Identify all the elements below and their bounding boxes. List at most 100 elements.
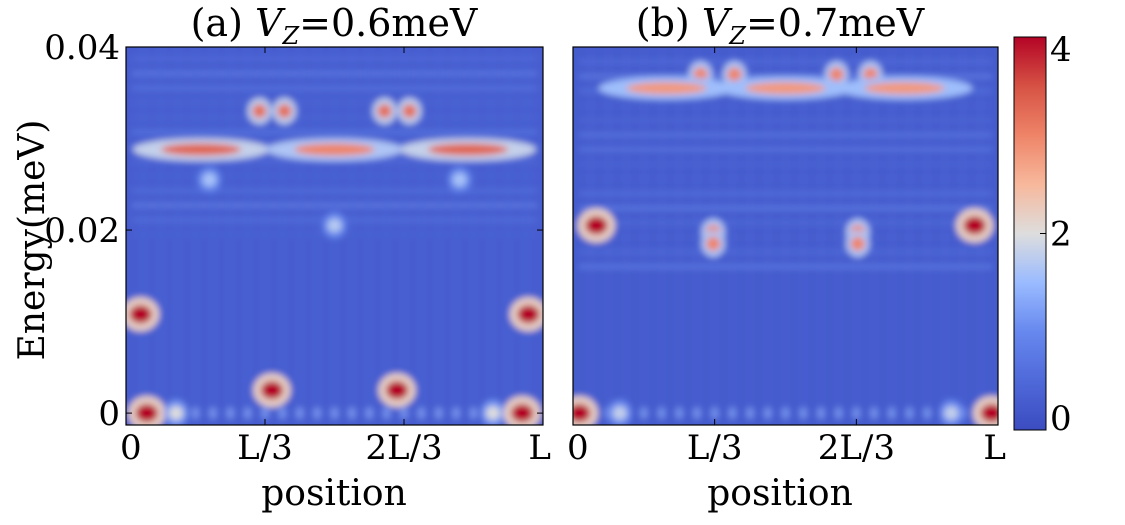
panel-b-heatmap [573, 47, 998, 425]
heatmap-blob [327, 218, 342, 233]
heatmap-spot [313, 407, 322, 420]
heatmap-streak [942, 47, 947, 425]
heatmap-spot [834, 407, 843, 420]
heatmap-blob [864, 82, 945, 95]
heatmap-streak [506, 47, 511, 425]
heatmap-streak [659, 47, 664, 425]
y-tick-label: 0.04 [44, 28, 120, 68]
heatmap-blob [252, 104, 267, 119]
heatmap-streak [765, 47, 770, 425]
heatmap-blob [963, 216, 986, 235]
heatmap-streak [471, 47, 476, 425]
heatmap-spot [763, 407, 772, 420]
panel-b-title: (b) VZ=0.7meV [636, 1, 925, 50]
heatmap-blob [402, 104, 417, 119]
heatmap-spot [639, 407, 648, 420]
heatmap-streak [454, 47, 459, 425]
heatmap-streak [818, 47, 823, 425]
heatmap-blob [452, 172, 467, 187]
heatmap-streak [158, 47, 163, 425]
heatmap-blob [585, 216, 608, 235]
heatmap-streak [436, 47, 441, 425]
heatmap-streak [488, 47, 493, 425]
heatmap-streak [280, 47, 285, 425]
heatmap-spot [434, 407, 443, 420]
heatmap-streak [349, 47, 354, 425]
heatmap-blob [294, 143, 375, 156]
heatmap-streak [748, 47, 753, 425]
x-tick-label: L/3 [237, 428, 293, 468]
heatmap-streak [694, 47, 699, 425]
panel-a-frame [125, 46, 544, 426]
heatmap-spot [657, 407, 666, 420]
heatmap-blob [517, 305, 540, 324]
panel-a-title: (a) VZ=0.6meV [191, 1, 478, 50]
heatmap-streak [523, 47, 528, 425]
heatmap-streak [176, 47, 181, 425]
heatmap-streak [402, 47, 406, 425]
heatmap-blob [427, 143, 508, 156]
heatmap-blob [135, 404, 158, 423]
panel-a-xlabel: position [261, 473, 407, 514]
heatmap-blob [850, 236, 865, 251]
colorbar-tick-label: 2 [1050, 215, 1072, 255]
colorbar-tick-label: 0 [1050, 399, 1072, 439]
heatmap-blob [745, 82, 826, 95]
heatmap-spot [469, 407, 478, 420]
y-tick-label: 0 [98, 394, 120, 434]
heatmap-streak [907, 47, 912, 425]
heatmap-spot [278, 407, 287, 420]
heatmap-blob [706, 236, 721, 251]
heatmap-blob [693, 67, 708, 82]
heatmap-streak [836, 47, 841, 425]
colorbar-gradient [1013, 36, 1047, 431]
heatmap-spot [243, 407, 252, 420]
heatmap-spot [816, 407, 825, 420]
x-tick-label: 2L/3 [818, 428, 895, 468]
panel-a-heatmap [126, 47, 543, 425]
heatmap-spot [887, 407, 896, 420]
heatmap-spot [781, 407, 790, 420]
heatmap-streak [193, 47, 198, 425]
heatmap-blob [944, 406, 959, 421]
heatmap-blob [980, 404, 998, 423]
heatmap-streak [730, 47, 735, 425]
heatmap-blob [129, 305, 152, 324]
heatmap-blob [386, 381, 409, 400]
heatmap-spot [208, 407, 217, 420]
heatmap-streak [419, 47, 424, 425]
heatmap-streak [872, 47, 877, 425]
heatmap-streak [263, 47, 267, 425]
heatmap-blob [161, 143, 242, 156]
y-axis-label: Energy(meV) [12, 120, 53, 361]
panel-b-frame [572, 46, 999, 426]
colorbar: 0 2 4 [1013, 30, 1072, 439]
heatmap-spot [852, 407, 861, 420]
x-tick-label: L [983, 428, 1006, 468]
panel-a: (a) VZ=0.6meV 0 L/3 2L/3 L 0 0.02 0.04 positio… [12, 1, 551, 514]
heatmap-spot [330, 407, 339, 420]
heatmap-spot [382, 407, 391, 420]
heatmap-spot [261, 407, 269, 420]
heatmap-blob [377, 104, 392, 119]
heatmap-blob [485, 406, 500, 421]
heatmap-spot [417, 407, 426, 420]
heatmap-spot [675, 407, 684, 420]
heatmap-streak [801, 47, 806, 425]
heatmap-streak [297, 47, 302, 425]
x-tick-label: L [528, 428, 551, 468]
heatmap-blob [863, 67, 878, 82]
heatmap-streak [210, 47, 215, 425]
heatmap-blob [626, 82, 707, 95]
heatmap-spot [452, 407, 461, 420]
heatmap-spot [226, 407, 235, 420]
heatmap-streak [925, 47, 930, 425]
x-tick-label: 0 [567, 428, 589, 468]
heatmap-streak [245, 47, 250, 425]
heatmap-spot [728, 407, 737, 420]
x-tick-label: 2L/3 [365, 428, 442, 468]
heatmap-spot [923, 407, 932, 420]
y-tick-label: 0.02 [44, 211, 120, 251]
heatmap-blob [260, 381, 283, 400]
